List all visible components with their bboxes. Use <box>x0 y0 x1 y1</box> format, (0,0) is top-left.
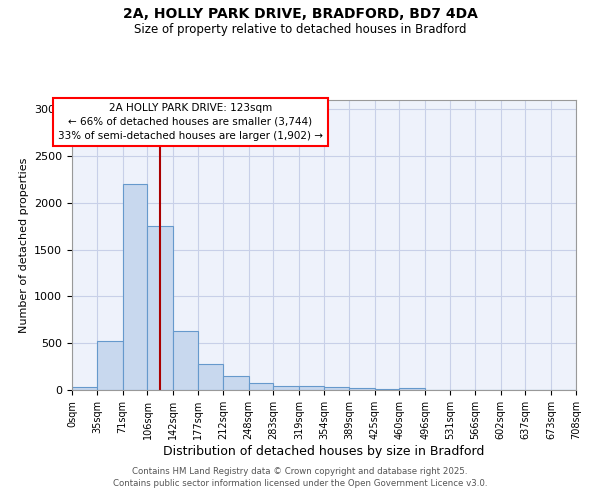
Bar <box>97 342 122 390</box>
Bar <box>72 387 97 390</box>
Bar <box>400 388 425 390</box>
Bar <box>148 226 173 390</box>
Text: 2A HOLLY PARK DRIVE: 123sqm
← 66% of detached houses are smaller (3,744)
33% of : 2A HOLLY PARK DRIVE: 123sqm ← 66% of det… <box>58 103 323 141</box>
Text: 2A, HOLLY PARK DRIVE, BRADFORD, BD7 4DA: 2A, HOLLY PARK DRIVE, BRADFORD, BD7 4DA <box>122 8 478 22</box>
Bar <box>374 388 400 390</box>
Bar <box>324 386 349 390</box>
Y-axis label: Number of detached properties: Number of detached properties <box>19 158 29 332</box>
Bar <box>299 386 324 390</box>
Bar <box>349 388 374 390</box>
Bar <box>122 184 148 390</box>
Bar <box>248 382 274 390</box>
Bar <box>223 376 248 390</box>
Text: Size of property relative to detached houses in Bradford: Size of property relative to detached ho… <box>134 22 466 36</box>
X-axis label: Distribution of detached houses by size in Bradford: Distribution of detached houses by size … <box>163 444 485 458</box>
Bar <box>198 364 223 390</box>
Text: Contains HM Land Registry data © Crown copyright and database right 2025.
Contai: Contains HM Land Registry data © Crown c… <box>113 466 487 487</box>
Bar <box>274 386 299 390</box>
Bar <box>173 331 198 390</box>
